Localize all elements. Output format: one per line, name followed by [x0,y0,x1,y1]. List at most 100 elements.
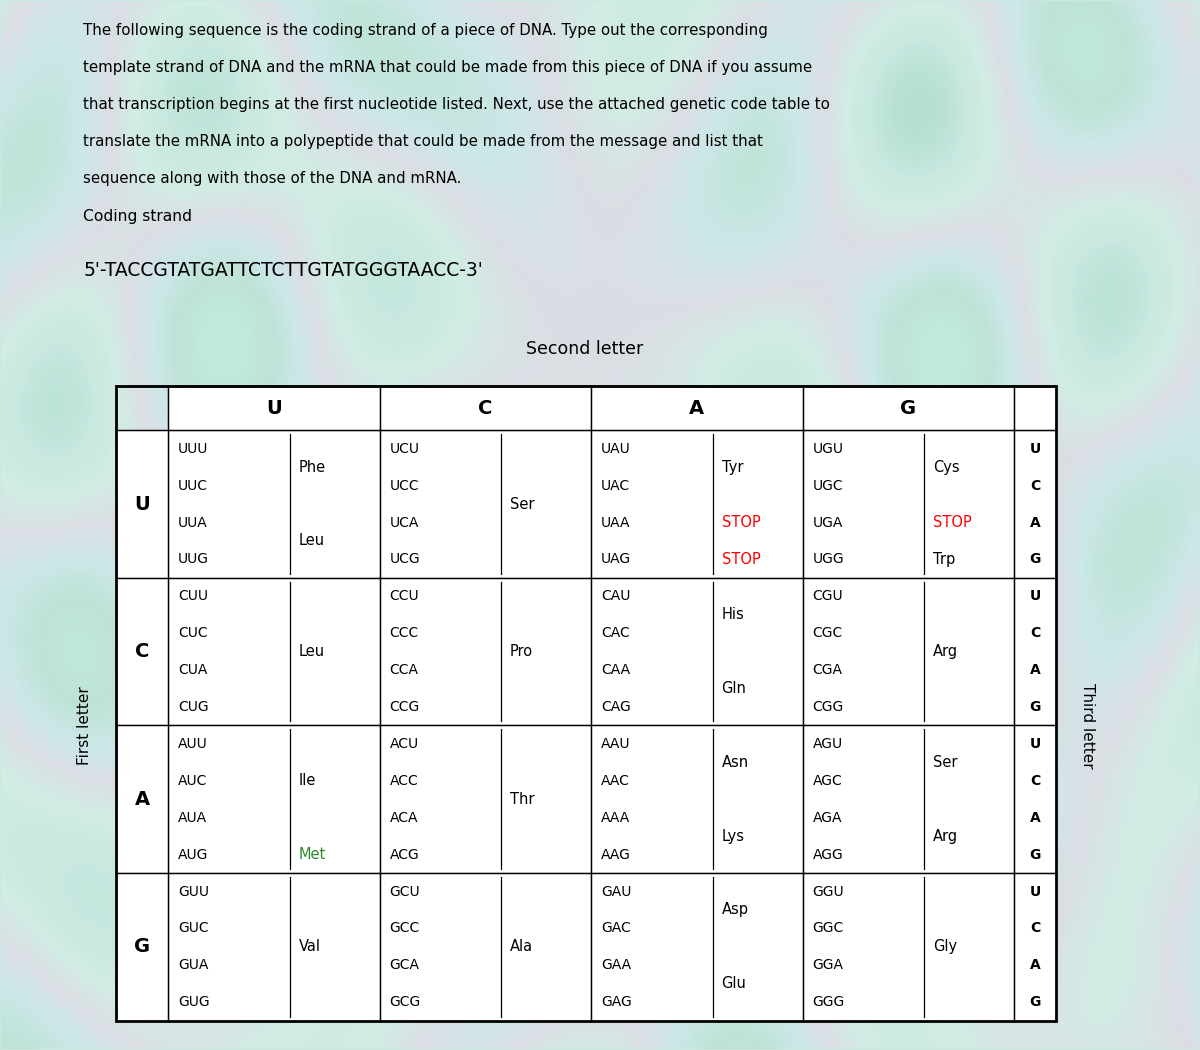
Bar [592,430,803,578]
Text: Ala: Ala [510,940,533,954]
Text: GGC: GGC [812,922,844,936]
Text: Ser: Ser [934,755,958,770]
Text: Pro: Pro [510,644,533,659]
Text: UGC: UGC [812,479,844,492]
Text: First letter: First letter [77,686,91,764]
Text: ACA: ACA [390,811,418,824]
Text: UAA: UAA [601,516,630,529]
Text: Asn: Asn [721,755,749,770]
Text: UUU: UUU [178,442,209,456]
Bar [1014,726,1056,874]
Text: Ile: Ile [299,773,316,789]
Text: C: C [1030,774,1040,788]
Text: UCA: UCA [390,516,419,529]
Text: Second letter: Second letter [527,340,643,358]
Text: U: U [266,399,282,418]
Bar [116,430,168,578]
Bar [116,578,168,726]
Text: UUA: UUA [178,516,208,529]
Text: GUA: GUA [178,959,209,972]
Text: AUU: AUU [178,737,208,751]
Text: Coding strand: Coding strand [83,209,192,224]
Text: AGC: AGC [812,774,842,788]
Text: A: A [1030,664,1040,677]
Text: A: A [1030,516,1040,529]
Text: A: A [1030,959,1040,972]
Text: 5'-TACCGTATGATTCTCTTGTATGGGTAACC-3': 5'-TACCGTATGATTCTCTTGTATGGGTAACC-3' [83,260,482,279]
Text: UGU: UGU [812,442,844,456]
Text: U: U [1030,884,1040,899]
Text: Glu: Glu [721,976,746,991]
Text: UAU: UAU [601,442,631,456]
Text: AGU: AGU [812,737,842,751]
Text: G: G [1030,847,1040,862]
Text: CCC: CCC [390,626,419,640]
Text: Gly: Gly [934,940,958,954]
Text: A: A [134,790,150,808]
Text: Cys: Cys [934,460,960,475]
Bar [592,874,803,1021]
Text: Tyr: Tyr [721,460,743,475]
Text: CAA: CAA [601,664,630,677]
Text: CGG: CGG [812,700,844,714]
Text: CGA: CGA [812,664,842,677]
Text: UUC: UUC [178,479,208,492]
Text: Phe: Phe [299,460,325,475]
Text: Ser: Ser [510,497,535,511]
Text: UAG: UAG [601,552,631,566]
Text: The following sequence is the coding strand of a piece of DNA. Type out the corr: The following sequence is the coding str… [83,23,768,39]
Text: AAU: AAU [601,737,630,751]
Text: AAG: AAG [601,847,631,862]
Text: AAC: AAC [601,774,630,788]
Text: CGU: CGU [812,589,844,604]
Text: STOP: STOP [934,514,972,530]
Text: G: G [134,938,150,957]
Bar [803,874,1014,1021]
Text: G: G [1030,995,1040,1009]
Text: C: C [134,643,149,662]
Text: AUG: AUG [178,847,209,862]
Text: GUG: GUG [178,995,210,1009]
Text: U: U [1030,442,1040,456]
Text: translate the mRNA into a polypeptide that could be made from the message and li: translate the mRNA into a polypeptide th… [83,134,763,149]
Text: GUU: GUU [178,884,209,899]
Text: AUC: AUC [178,774,208,788]
Bar [168,386,379,430]
Text: Val: Val [299,940,320,954]
Text: UCG: UCG [390,552,420,566]
Text: Arg: Arg [934,644,959,659]
Text: G: G [1030,552,1040,566]
Bar [168,430,379,578]
Text: UGG: UGG [812,552,844,566]
Bar [592,386,803,430]
Text: CCU: CCU [390,589,419,604]
Bar [592,578,803,726]
Text: C: C [1030,922,1040,936]
Text: AGA: AGA [812,811,842,824]
Text: CGC: CGC [812,626,842,640]
Text: UGA: UGA [812,516,842,529]
Text: CUU: CUU [178,589,208,604]
Text: UCU: UCU [390,442,420,456]
Text: C: C [1030,626,1040,640]
Text: sequence along with those of the DNA and mRNA.: sequence along with those of the DNA and… [83,171,462,186]
Bar [116,726,168,874]
Bar [116,874,168,1021]
Bar [803,430,1014,578]
Text: GGU: GGU [812,884,844,899]
Text: Thr: Thr [510,792,535,806]
Text: Gln: Gln [721,681,746,696]
Text: ACG: ACG [390,847,419,862]
Bar [803,578,1014,726]
Text: CUG: CUG [178,700,209,714]
Text: Third letter: Third letter [1080,682,1096,769]
Text: UCC: UCC [390,479,419,492]
Bar [116,386,1056,1021]
Text: STOP: STOP [721,552,761,567]
Text: AUA: AUA [178,811,208,824]
Text: U: U [1030,737,1040,751]
Text: ACU: ACU [390,737,419,751]
Text: A: A [689,399,704,418]
Text: U: U [1030,589,1040,604]
Text: AGG: AGG [812,847,844,862]
